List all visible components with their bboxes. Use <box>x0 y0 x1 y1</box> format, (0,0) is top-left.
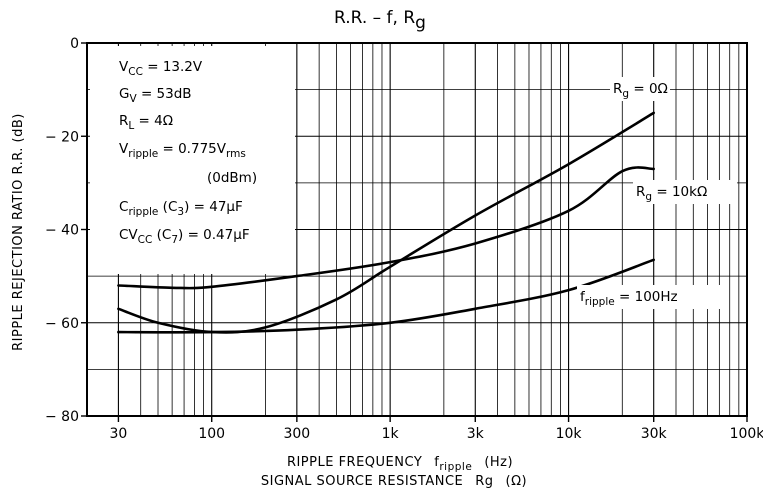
x-tick-label: 100k <box>730 426 763 442</box>
y-tick-label: − 60 <box>45 316 79 332</box>
condition-value: (C <box>158 199 177 215</box>
chart-title-sub: g <box>415 13 426 33</box>
condition-sub2: rms <box>226 148 246 160</box>
condition-sub: ripple <box>128 206 158 218</box>
condition-var: G <box>119 86 129 102</box>
condition-line: Cripple (C3) = 47μF <box>119 199 243 218</box>
condition-value2: ) = 47μF <box>184 199 243 215</box>
x-axis-label-1-var: f <box>434 455 439 470</box>
x-tick-label: 3k <box>467 426 485 442</box>
condition-line: (0dBm) <box>207 170 257 186</box>
condition-value: (0dBm) <box>207 170 257 186</box>
condition-line: RL = 4Ω <box>119 113 173 132</box>
x-axis-label-2-unit: (Ω) <box>506 474 528 489</box>
label-rg-0: Rg = 0Ω <box>613 81 668 100</box>
label-value: = 100Hz <box>615 289 678 305</box>
condition-var: C <box>119 199 128 215</box>
label-sub: ripple <box>585 296 615 308</box>
condition-var: CV <box>119 227 138 243</box>
label-var: R <box>636 184 645 200</box>
label-var: f <box>580 289 586 305</box>
y-tick-label: − 40 <box>45 223 79 239</box>
condition-var: V <box>119 59 129 75</box>
x-tick-label: 30 <box>110 426 128 442</box>
label-rg-10k: Rg = 10kΩ <box>636 184 707 203</box>
label-backing <box>633 180 737 204</box>
x-tick-label: 30k <box>641 426 668 442</box>
label-sub: g <box>622 88 629 100</box>
condition-line: Vripple = 0.775Vrms <box>119 141 246 160</box>
curves <box>117 111 655 334</box>
condition-sub: ripple <box>128 148 158 160</box>
condition-line: GV = 53dB <box>119 86 192 105</box>
label-backing <box>577 285 727 309</box>
label-var: R <box>613 81 622 97</box>
condition-value2: ) = 0.47μF <box>178 227 250 243</box>
x-axis-label-2: SIGNAL SOURCE RESISTANCE Rg (Ω) <box>261 474 527 489</box>
curve-rg-10k <box>117 166 655 290</box>
x-axis-label-1-unit: (Hz) <box>484 455 513 470</box>
y-tick-label: − 80 <box>45 409 79 425</box>
condition-var: R <box>119 113 128 129</box>
plot-frame <box>86 42 748 417</box>
x-axis-label-2-var: Rg <box>475 474 493 489</box>
condition-sub: L <box>128 120 134 132</box>
x-axis-label-1-sub: ripple <box>439 461 472 473</box>
condition-value: (C <box>152 227 171 243</box>
label-fripple-100hz: fripple = 100Hz <box>580 289 678 308</box>
condition-var: V <box>119 141 129 157</box>
x-axis-label-2-text: SIGNAL SOURCE RESISTANCE <box>261 474 463 489</box>
ticks: 0 − 20 − 40 − 60 − 80 30 100 300 1k 3k 10k 30k 100k <box>45 36 763 442</box>
condition-sub2: 7 <box>171 234 178 246</box>
condition-sub2: 3 <box>177 206 184 218</box>
condition-value: = 4Ω <box>134 113 173 129</box>
curve-rg-0 <box>117 111 655 334</box>
conditions-panel <box>90 46 295 274</box>
label-value: = 10kΩ <box>652 184 707 200</box>
condition-value: = 13.2V <box>143 59 203 75</box>
condition-sub: CC <box>128 66 143 78</box>
condition-sub: V <box>129 93 137 105</box>
x-tick-label: 100 <box>198 426 225 442</box>
condition-value: = 0.775V <box>158 141 227 157</box>
y-tick-label: − 20 <box>45 129 79 145</box>
condition-line: CVCC (C7) = 0.47μF <box>119 227 250 246</box>
chart-title: R.R. – f, Rg <box>334 8 426 33</box>
x-tick-label: 10k <box>556 426 583 442</box>
condition-line: VCC = 13.2V <box>119 59 203 78</box>
y-axis-label: RIPPLE REJECTION RATIO R.R. (dB) <box>11 113 26 351</box>
x-tick-label: 300 <box>283 426 310 442</box>
label-sub: g <box>645 191 652 203</box>
label-value: = 0Ω <box>629 81 668 97</box>
condition-sub: CC <box>138 234 153 246</box>
chart-title-main: R.R. – f, R <box>334 8 415 28</box>
condition-value: = 53dB <box>137 86 192 102</box>
x-axis-label-1-text: RIPPLE FREQUENCY <box>287 455 422 470</box>
y-tick-label: 0 <box>70 36 79 52</box>
x-tick-label: 1k <box>382 426 400 442</box>
x-axis-label-1: RIPPLE FREQUENCY fripple (Hz) <box>287 455 513 473</box>
label-backing <box>610 77 670 101</box>
curve-fripple-100hz <box>117 258 655 334</box>
